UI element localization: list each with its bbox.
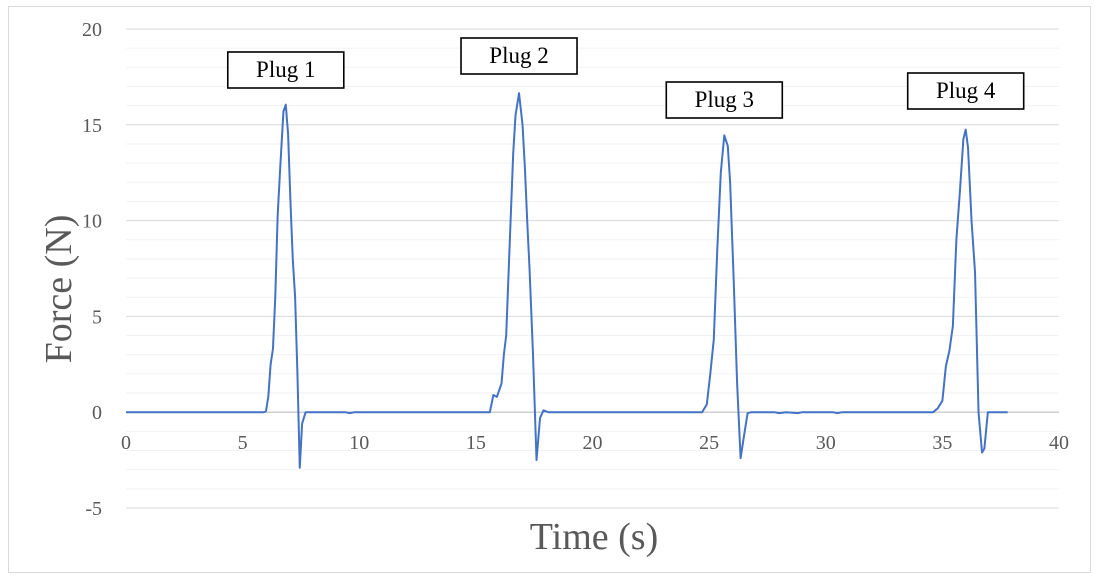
x-tick-label: 5 <box>238 432 248 454</box>
x-tick-label: 35 <box>932 432 952 454</box>
force-series-line <box>126 92 1008 469</box>
x-axis-title: Time (s) <box>530 516 658 558</box>
x-tick-label: 40 <box>1049 432 1069 454</box>
x-tick-label: 20 <box>583 432 603 454</box>
minor-gridlines <box>126 47 1059 490</box>
annotation-group: Plug 1 Plug 2 Plug 3 Plug 4 <box>226 37 1025 119</box>
annotation-box: Plug 3 <box>665 81 784 119</box>
y-axis-title: Force (N) <box>38 215 80 364</box>
x-tick-label: 25 <box>699 432 719 454</box>
chart-frame: 0 5 10 15 20 25 30 35 40 -5 0 5 10 15 20 Plug 1 Plug 2… <box>8 6 1091 573</box>
annotation-box: Plug 2 <box>460 37 578 75</box>
y-tick-label: 10 <box>82 211 102 233</box>
annotation-label: Plug 1 <box>256 57 315 82</box>
x-tick-label: 30 <box>816 432 836 454</box>
annotation-box-border <box>665 81 784 119</box>
annotation-box-border <box>226 51 345 89</box>
y-tick-label: -5 <box>85 498 102 520</box>
y-tick-label: 20 <box>82 19 102 41</box>
y-tick-label: 15 <box>82 115 102 137</box>
y-tick-label: 5 <box>92 306 102 328</box>
annotation-label: Plug 2 <box>489 43 548 68</box>
annotation-label: Plug 3 <box>695 87 754 112</box>
annotation-label: Plug 4 <box>936 78 996 103</box>
x-axis-tick-labels: 0 5 10 15 20 25 30 35 40 <box>121 432 1069 454</box>
major-gridlines <box>126 28 1059 509</box>
annotation-box-border <box>460 37 578 75</box>
y-tick-label: 0 <box>92 402 102 424</box>
series-group <box>126 92 1008 469</box>
force-time-chart: 0 5 10 15 20 25 30 35 40 -5 0 5 10 15 20 Plug 1 Plug 2… <box>38 19 1069 558</box>
annotation-box: Plug 1 <box>226 51 345 89</box>
x-tick-label: 15 <box>466 432 486 454</box>
x-tick-label: 0 <box>121 432 131 454</box>
annotation-box: Plug 4 <box>906 72 1025 110</box>
y-axis-tick-labels: -5 0 5 10 15 20 <box>82 19 102 520</box>
annotation-box-border <box>906 72 1025 110</box>
x-tick-label: 10 <box>349 432 369 454</box>
